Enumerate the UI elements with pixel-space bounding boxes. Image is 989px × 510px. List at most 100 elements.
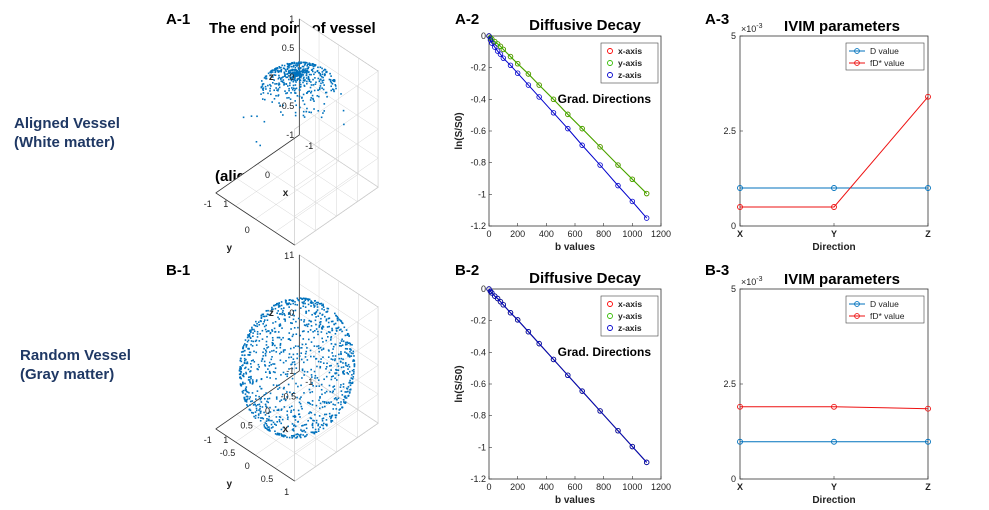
b1-point: [311, 424, 314, 426]
b1-ytick-label: 0: [245, 461, 250, 471]
b1-point: [288, 316, 291, 318]
a1-point: [291, 76, 294, 79]
b1-point: [317, 428, 320, 430]
b1-point: [263, 411, 265, 414]
b1-point: [262, 322, 265, 325]
a1-point: [310, 73, 312, 76]
b1-point: [350, 382, 353, 385]
b1-point: [342, 398, 345, 401]
b1-point: [347, 390, 349, 393]
b1-point: [335, 372, 338, 374]
b1-point: [299, 402, 302, 405]
b1-point: [309, 391, 311, 394]
b1-point: [266, 427, 268, 430]
a1-point: [298, 78, 301, 80]
b1-point: [299, 398, 301, 400]
b1-point: [295, 367, 298, 369]
b1-point: [300, 358, 303, 361]
b1-point: [291, 437, 293, 439]
b1-point: [244, 366, 247, 369]
b1-point: [260, 320, 262, 323]
b1-point: [281, 418, 284, 421]
b1-point: [248, 391, 250, 394]
b1-point: [252, 332, 254, 334]
b1-point: [302, 434, 304, 436]
a2-series-2-line: [488, 35, 648, 219]
b1-point: [288, 356, 290, 359]
b1-point: [265, 330, 268, 333]
b1-point: [273, 409, 275, 412]
a1-point: [297, 64, 299, 67]
a1-point: [291, 76, 294, 78]
b1-point: [278, 384, 280, 387]
b1-point: [264, 354, 267, 357]
a1-point: [301, 65, 304, 68]
b1-point: [241, 347, 244, 349]
b1-point: [288, 306, 290, 308]
b3-series-1-point: [831, 403, 837, 410]
a1-point: [273, 74, 276, 76]
b1-point: [321, 308, 323, 310]
b1-point: [300, 384, 302, 387]
b1-point: [346, 334, 349, 336]
b1-point: [278, 324, 281, 326]
b1-point: [329, 390, 332, 393]
b1-point: [270, 358, 273, 361]
b1-point: [330, 320, 333, 323]
b1-point: [344, 395, 347, 397]
b1-point: [287, 313, 290, 315]
a3-legend-label-1: fD* value: [870, 58, 905, 68]
b1-point: [308, 412, 310, 415]
b3-legend-label-0: D value: [870, 299, 899, 309]
a1-point: [307, 66, 310, 68]
b1-point: [342, 340, 345, 342]
b1-point: [303, 324, 306, 326]
b1-point: [303, 392, 305, 394]
b1-point: [300, 298, 303, 300]
b1-point: [282, 309, 284, 312]
b1-point: [303, 424, 306, 426]
a1-point: [305, 92, 308, 95]
a1-point: [272, 76, 274, 78]
b1-point: [313, 345, 316, 347]
b1-point: [331, 352, 334, 354]
b1-point: [309, 403, 312, 405]
a1-xtick-label: 0: [265, 170, 270, 180]
a1-point: [309, 99, 312, 101]
a1-point: [308, 80, 311, 83]
b1-point: [307, 401, 309, 404]
a1-point: [307, 78, 310, 81]
b1-point: [313, 432, 315, 434]
a1-point: [319, 87, 321, 89]
b1-point: [310, 305, 312, 307]
b1-point: [344, 402, 347, 404]
a1-point: [296, 79, 298, 82]
b1-point: [284, 349, 286, 351]
b1-point: [326, 424, 328, 427]
a1-point: [294, 92, 296, 94]
b1-point: [313, 300, 316, 302]
b1-point: [327, 331, 330, 333]
b1-point: [253, 350, 255, 353]
b1-point: [244, 354, 246, 357]
b1-y-axis: [215, 428, 295, 482]
b1-point: [310, 417, 313, 420]
a1-point: [300, 61, 302, 63]
b1-point: [290, 356, 293, 359]
b1-point: [256, 368, 259, 370]
a1-point: [313, 73, 315, 76]
a1-point: [306, 71, 308, 73]
b1-point: [321, 418, 324, 420]
a2-ytick-label: -1: [478, 189, 486, 199]
b1-point: [293, 392, 295, 394]
b1-point: [310, 320, 312, 323]
a1-point: [296, 70, 299, 73]
a1-point: [284, 69, 287, 71]
b1-point: [303, 370, 306, 373]
b1-point: [295, 433, 297, 436]
a1-point: [300, 62, 302, 64]
b1-point: [292, 309, 295, 312]
a3-ytick-label: 2.5: [723, 126, 736, 136]
b1-point: [312, 330, 314, 333]
a3-series-0-point: [831, 185, 837, 191]
